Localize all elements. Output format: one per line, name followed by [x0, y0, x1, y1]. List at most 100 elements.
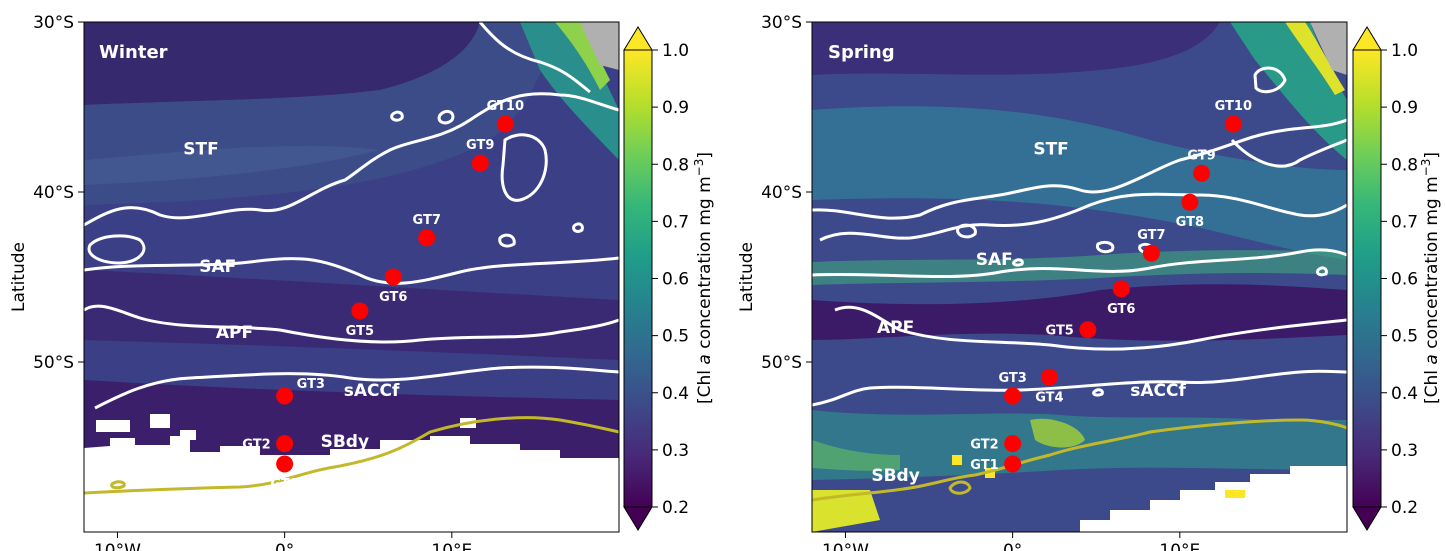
colorbar-tick-label: 0.7: [662, 212, 689, 232]
y-axis-winter: 30°S 40°S 50°S: [33, 13, 84, 373]
station-marker: [276, 435, 294, 453]
front-label: SBdy: [871, 466, 919, 486]
colorbar-tick-label: 0.2: [1391, 498, 1418, 518]
front-label: SAF: [199, 257, 236, 277]
station-label: GT6: [1107, 302, 1135, 317]
colorbar-tick-label: 0.3: [1391, 441, 1418, 461]
station-marker: [1040, 368, 1058, 386]
front-label: APF: [216, 323, 253, 343]
station-marker: [1181, 193, 1199, 211]
station-marker: [1079, 321, 1097, 339]
colorbar-extend-top-winter: [623, 26, 653, 51]
station-marker: [1004, 387, 1022, 405]
y-axis-spring: 30°S 40°S 50°S: [761, 13, 812, 373]
colorbar-gradient-winter: [623, 49, 653, 508]
station-marker: [276, 387, 294, 405]
stations-spring: GT1 GT2 GT3 GT4 GT5 GT6 GT7 GT8 GT9 GT10: [970, 99, 1252, 473]
station-label: GT10: [1215, 99, 1252, 114]
station-label: GT5: [1046, 324, 1074, 339]
y-tick-label: 30°S: [761, 13, 802, 33]
colorbar-tick-label: 0.7: [1391, 212, 1418, 232]
x-tick-label: 10°W: [822, 541, 869, 551]
station-marker: [496, 115, 514, 133]
station-marker: [471, 154, 489, 172]
x-tick-label: 0°: [1003, 541, 1022, 551]
station-marker: [1142, 244, 1160, 262]
colorbar-tick-label: 0.9: [662, 98, 689, 118]
station-label: GT3: [998, 371, 1026, 386]
colorbar-gradient-spring: [1352, 49, 1382, 508]
colorbar-tick-label: 0.3: [662, 441, 689, 461]
front-label: STF: [1033, 140, 1068, 160]
colorbar-tick-label: 0.8: [662, 155, 689, 175]
front-label: SBdy: [321, 432, 369, 452]
chlorophyll-field-winter: [84, 22, 619, 532]
colorbar-extend-bottom-spring: [1352, 506, 1382, 531]
map-panel-winter: 10°W 0° 10°E 30°S40°S50°S Winter Latitude …: [9, 13, 620, 551]
station-label: GT5: [346, 324, 374, 339]
station-label: GT2: [970, 438, 998, 453]
station-marker: [1224, 115, 1242, 133]
panel-title-winter: Winter: [99, 42, 168, 63]
colorbar-tick-label: 1.0: [662, 41, 689, 61]
y-axis-label-winter: Latitude: [9, 242, 29, 312]
front-label: SAF: [976, 250, 1013, 270]
station-marker: [276, 455, 294, 473]
station-label: GT6: [379, 290, 407, 305]
station-label: GT7: [413, 213, 441, 228]
y-tick-label: 30°S: [33, 13, 74, 33]
colorbar-tick-label: 0.8: [1391, 155, 1418, 175]
front-label: STF: [183, 140, 218, 160]
map-panel-spring: 10°W 0° 10°E 30°S40°S50°S Spring Latitude …: [737, 13, 1348, 551]
station-label: GT1: [270, 477, 298, 492]
colorbar-ticks-winter: 0.2 0.3 0.4 0.5 0.6 0.7 0.8 0.9 1.0: [652, 41, 689, 518]
colorbar-tick-label: 0.5: [1391, 327, 1418, 347]
y-tick-label: 40°S: [761, 183, 802, 203]
y-tick-label: 40°S: [33, 183, 74, 203]
station-label: GT7: [1137, 228, 1165, 243]
colorbar-tick-label: 1.0: [1391, 41, 1418, 61]
colorbar-tick-label: 0.6: [1391, 270, 1418, 290]
station-label: GT2: [242, 438, 270, 453]
colorbar-extend-top-spring: [1352, 26, 1382, 51]
colorbar-spring: 0.2 0.3 0.4 0.5 0.6 0.7 0.8 0.9 1.0 [Chl a conce…: [1352, 26, 1442, 531]
colorbar-tick-label: 0.2: [662, 498, 689, 518]
axes-frame-winter: [83, 21, 620, 533]
panel-title-spring: Spring: [828, 42, 895, 63]
front-label: sACCf: [1130, 381, 1186, 401]
station-label: GT9: [466, 138, 494, 153]
x-tick-label: 10°E: [1159, 541, 1200, 551]
y-axis-label-spring: Latitude: [737, 242, 757, 312]
colorbar-tick-label: 0.5: [662, 327, 689, 347]
colorbar-tick-label: 0.6: [662, 270, 689, 290]
station-label: GT1: [970, 458, 998, 473]
front-labels-spring: STF SAF APF sACCf SBdy: [871, 140, 1186, 486]
station-label: GT10: [487, 99, 524, 114]
x-tick-label: 10°E: [431, 541, 472, 551]
colorbar-label-winter: [Chl a concentration mg m−3]: [692, 152, 715, 404]
station-marker: [384, 268, 402, 286]
x-axis-winter: 10°W 0° 10°E: [94, 532, 472, 551]
chlorophyll-field-spring: [812, 22, 1347, 532]
station-label: GT8: [1176, 215, 1204, 230]
colorbar-tick-label: 0.4: [662, 384, 689, 404]
y-tick-label: 50°S: [761, 353, 802, 373]
station-marker: [351, 302, 369, 320]
front-labels-winter: STF SAF APF sACCf SBdy: [183, 140, 400, 452]
stations-winter: GT1 GT2 GT3 GT5 GT6 GT7 GT9 GT10: [242, 99, 524, 492]
front-label: APF: [877, 318, 914, 338]
colorbar-tick-label: 0.9: [1391, 98, 1418, 118]
colorbar-label-spring: [Chl a concentration mg m−3]: [1419, 152, 1442, 404]
colorbar-winter: 0.2 0.3 0.4 0.5 0.6 0.7 0.8 0.9 1.0 [Chl a conce…: [623, 26, 715, 531]
station-label: GT3: [297, 377, 325, 392]
colorbar-extend-bottom-winter: [623, 506, 653, 531]
colorbar-tick-label: 0.4: [1391, 384, 1418, 404]
station-marker: [1004, 455, 1022, 473]
x-tick-label: 0°: [275, 541, 294, 551]
station-label: GT9: [1187, 148, 1215, 163]
x-axis-spring: 10°W 0° 10°E: [822, 532, 1200, 551]
colorbar-ticks-spring: 0.2 0.3 0.4 0.5 0.6 0.7 0.8 0.9 1.0: [1381, 41, 1418, 518]
station-marker: [1004, 435, 1022, 453]
y-tick-label: 50°S: [33, 353, 74, 373]
